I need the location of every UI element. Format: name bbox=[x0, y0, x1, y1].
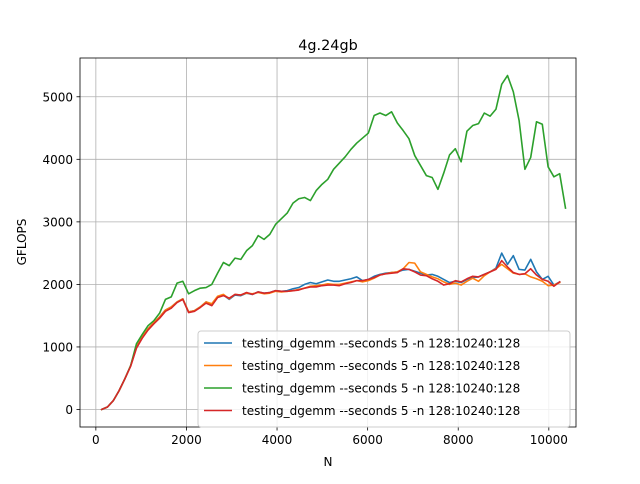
x-tick-label: 4000 bbox=[262, 433, 293, 447]
x-tick-label: 6000 bbox=[352, 433, 383, 447]
legend-label: testing_dgemm --seconds 5 -n 128:10240:1… bbox=[242, 359, 520, 373]
x-tick-label: 8000 bbox=[443, 433, 474, 447]
x-tick-label: 2000 bbox=[171, 433, 202, 447]
series-line-3 bbox=[100, 74, 567, 411]
legend-box bbox=[197, 330, 571, 428]
x-tick-label: 10000 bbox=[530, 433, 568, 447]
series-line-4 bbox=[100, 259, 561, 411]
chart-title: 4g.24gb bbox=[298, 38, 357, 54]
legend-label: testing_dgemm --seconds 5 -n 128:10240:1… bbox=[242, 382, 520, 396]
legend-label: testing_dgemm --seconds 5 -n 128:10240:1… bbox=[242, 404, 520, 418]
legend-label: testing_dgemm --seconds 5 -n 128:10240:1… bbox=[242, 337, 520, 351]
y-tick-label: 2000 bbox=[42, 278, 73, 292]
legend: testing_dgemm --seconds 5 -n 128:10240:1… bbox=[197, 330, 571, 428]
x-axis-label: N bbox=[324, 455, 333, 469]
series-lines bbox=[100, 74, 567, 411]
x-tick-label: 0 bbox=[92, 433, 100, 447]
y-tick-label: 0 bbox=[65, 403, 73, 417]
y-axis-label: GFLOPS bbox=[15, 219, 29, 266]
y-tick-label: 1000 bbox=[42, 340, 73, 354]
grid-lines bbox=[80, 58, 576, 427]
axis-ticks: 0 2000 4000 6000 8000 10000 0 1000 2000 3000 4000 5… bbox=[42, 90, 567, 447]
y-tick-label: 4000 bbox=[42, 153, 73, 167]
y-tick-label: 3000 bbox=[42, 215, 73, 229]
y-tick-label: 5000 bbox=[42, 90, 73, 104]
